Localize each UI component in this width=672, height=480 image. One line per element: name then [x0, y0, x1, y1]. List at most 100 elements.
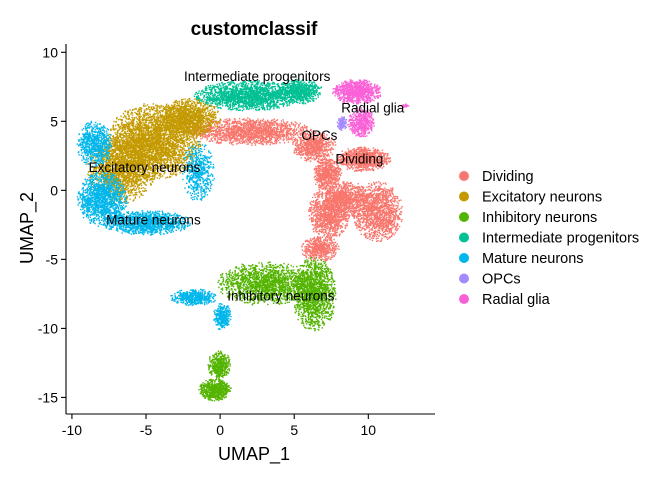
data-point	[244, 130, 246, 132]
data-point	[321, 223, 323, 225]
data-point	[325, 138, 327, 140]
data-point	[316, 137, 318, 139]
data-point	[296, 147, 299, 149]
data-point	[267, 130, 269, 132]
data-point	[325, 149, 327, 151]
data-point	[217, 123, 219, 125]
data-point	[324, 149, 326, 152]
data-point	[276, 136, 278, 139]
data-point	[269, 126, 271, 128]
data-point	[255, 141, 257, 143]
data-point	[294, 126, 296, 128]
data-point	[240, 137, 242, 140]
data-point	[249, 128, 252, 130]
data-point	[334, 207, 336, 209]
data-point	[237, 132, 239, 134]
data-point	[329, 221, 331, 223]
data-point	[310, 142, 312, 145]
data-point	[323, 182, 326, 185]
data-point	[238, 120, 240, 122]
data-point	[270, 130, 272, 132]
data-point	[334, 234, 336, 236]
data-point	[363, 148, 365, 151]
data-point	[322, 153, 324, 155]
data-point	[279, 128, 282, 130]
data-point	[325, 171, 328, 173]
data-point	[331, 172, 333, 174]
data-point	[370, 169, 372, 171]
data-point	[207, 135, 209, 138]
data-point	[315, 172, 317, 174]
data-point	[236, 127, 238, 129]
data-point	[233, 129, 235, 132]
data-point	[262, 136, 265, 138]
data-point	[310, 156, 312, 158]
data-point	[317, 194, 319, 196]
data-point	[305, 136, 307, 138]
data-point	[300, 149, 302, 152]
data-point	[284, 125, 287, 127]
data-point	[309, 142, 311, 144]
data-point	[229, 119, 231, 121]
data-point	[250, 125, 252, 128]
data-point	[332, 218, 334, 220]
data-point	[321, 205, 324, 207]
data-point	[219, 138, 221, 140]
data-point	[259, 131, 261, 133]
data-point	[321, 192, 324, 194]
data-point	[249, 123, 252, 126]
data-point	[246, 124, 249, 126]
data-point	[249, 127, 251, 129]
data-point	[281, 126, 283, 128]
data-point	[267, 125, 270, 127]
data-point	[318, 161, 320, 163]
data-point	[225, 139, 227, 141]
data-point	[247, 138, 249, 140]
data-point	[290, 127, 293, 130]
data-point	[265, 129, 267, 131]
data-point	[257, 131, 259, 134]
data-point	[304, 159, 306, 162]
data-point	[301, 133, 303, 135]
data-point	[234, 118, 236, 121]
data-point	[351, 164, 353, 167]
data-point	[204, 136, 207, 138]
data-point	[294, 144, 297, 146]
data-point	[276, 124, 278, 126]
data-point	[337, 216, 339, 218]
data-point	[347, 166, 349, 168]
data-point	[305, 145, 308, 147]
data-point	[317, 220, 319, 222]
data-point	[321, 137, 323, 139]
data-point	[286, 127, 288, 130]
data-point	[317, 214, 319, 216]
data-point	[289, 129, 292, 131]
data-point	[321, 197, 324, 199]
data-point	[243, 131, 245, 133]
data-point	[302, 137, 305, 140]
data-point	[253, 135, 256, 137]
data-point	[273, 124, 276, 126]
data-point	[315, 138, 317, 140]
data-point	[319, 221, 321, 223]
data-point	[300, 145, 302, 147]
data-point	[281, 131, 284, 133]
data-point	[304, 141, 306, 144]
data-point	[262, 137, 264, 139]
data-point	[274, 134, 276, 136]
data-point	[200, 134, 202, 136]
data-point	[319, 219, 321, 221]
data-point	[249, 141, 252, 144]
data-point	[254, 129, 256, 131]
data-point	[330, 187, 332, 189]
data-point	[326, 151, 328, 153]
data-point	[257, 127, 259, 129]
data-point	[212, 130, 215, 132]
data-point	[321, 188, 323, 190]
data-point	[296, 141, 298, 143]
data-point	[229, 128, 232, 131]
data-point	[207, 129, 209, 132]
data-point	[332, 162, 334, 164]
data-point	[323, 143, 325, 146]
data-point	[270, 119, 273, 122]
